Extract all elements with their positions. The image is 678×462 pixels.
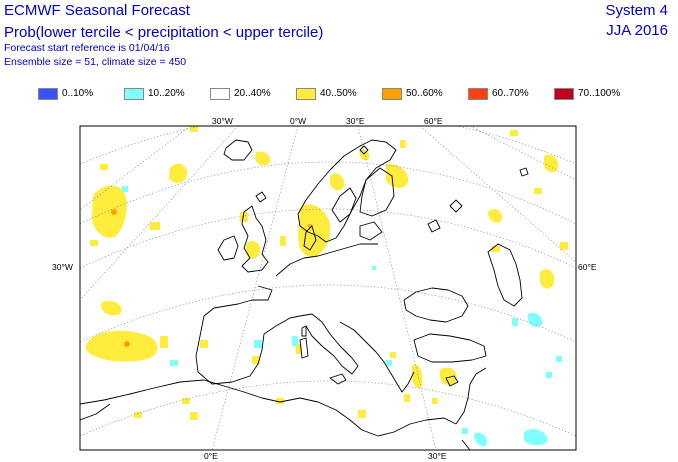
legend-swatch — [38, 88, 58, 100]
legend-swatch — [210, 88, 230, 100]
shading-50-60 — [111, 209, 312, 347]
system-label: System 4 — [605, 2, 668, 19]
legend-label: 50..60% — [406, 88, 443, 99]
axis-top-label: 30°E — [346, 116, 365, 126]
shading-10-20 — [122, 186, 562, 447]
legend-label: 60..70% — [492, 88, 529, 99]
axis-top-label: 60°E — [424, 116, 443, 126]
legend-swatch — [468, 88, 488, 100]
legend-swatch — [296, 88, 316, 100]
coastlines — [80, 139, 529, 450]
forecast-start-line: Forecast start reference is 01/04/16 — [4, 42, 170, 54]
axis-top-label: 0°W — [290, 116, 306, 126]
map-title: ECMWF Seasonal Forecast — [4, 2, 190, 19]
legend-swatch — [124, 88, 144, 100]
map-frame — [79, 125, 577, 451]
legend-label: 10..20% — [148, 88, 185, 99]
axis-bottom-label: 30°E — [428, 451, 447, 461]
shading-40-50 — [86, 126, 568, 420]
ensemble-size-line: Ensemble size = 51, climate size = 450 — [4, 56, 187, 68]
axis-right-label: 60°E — [578, 262, 597, 272]
probability-shading — [86, 126, 568, 447]
legend-label: 40..50% — [320, 88, 357, 99]
legend-swatch — [554, 88, 574, 100]
axis-bottom-label: 0°E — [204, 451, 218, 461]
axis-top-label: 30°W — [212, 116, 233, 126]
legend-swatch — [382, 88, 402, 100]
season-label: JJA 2016 — [606, 22, 668, 39]
legend-label: 20..40% — [234, 88, 271, 99]
legend-label: 0..10% — [62, 88, 94, 99]
map-subtitle: Prob(lower tercile < precipitation < upp… — [4, 24, 324, 41]
legend-label: 70..100% — [578, 88, 621, 99]
graticule — [80, 126, 576, 450]
axis-left-label: 30°W — [52, 262, 73, 272]
probability-legend: 0..10% 10..20% 20..40% 40..50% 50..60% 6… — [38, 88, 638, 104]
